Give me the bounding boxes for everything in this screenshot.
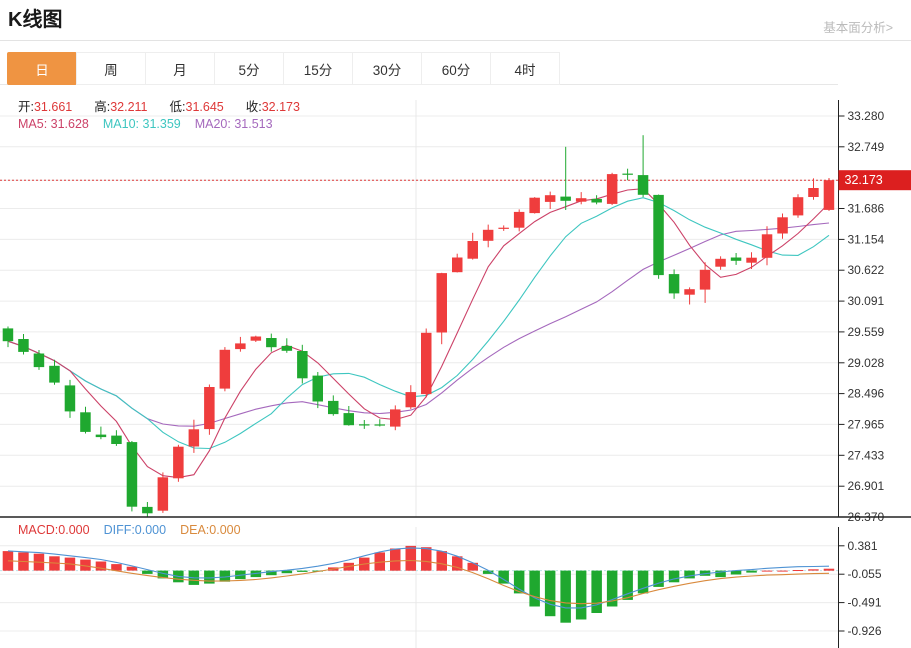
svg-text:32.749: 32.749 [848, 140, 885, 154]
svg-text:27.965: 27.965 [848, 417, 885, 431]
svg-text:26.901: 26.901 [848, 479, 885, 493]
svg-text:29.559: 29.559 [848, 325, 885, 339]
svg-text:30.091: 30.091 [848, 294, 885, 308]
svg-text:31.154: 31.154 [848, 232, 885, 246]
svg-text:-0.926: -0.926 [848, 624, 882, 638]
svg-text:-0.491: -0.491 [848, 596, 882, 610]
svg-text:27.433: 27.433 [848, 448, 885, 462]
svg-text:30.622: 30.622 [848, 263, 885, 277]
svg-text:29.028: 29.028 [848, 356, 885, 370]
svg-text:32.173: 32.173 [845, 173, 883, 187]
svg-text:-0.055: -0.055 [848, 567, 882, 581]
svg-text:31.686: 31.686 [848, 202, 885, 216]
svg-text:33.280: 33.280 [848, 109, 885, 123]
svg-text:28.496: 28.496 [848, 387, 885, 401]
svg-text:0.381: 0.381 [848, 539, 878, 553]
